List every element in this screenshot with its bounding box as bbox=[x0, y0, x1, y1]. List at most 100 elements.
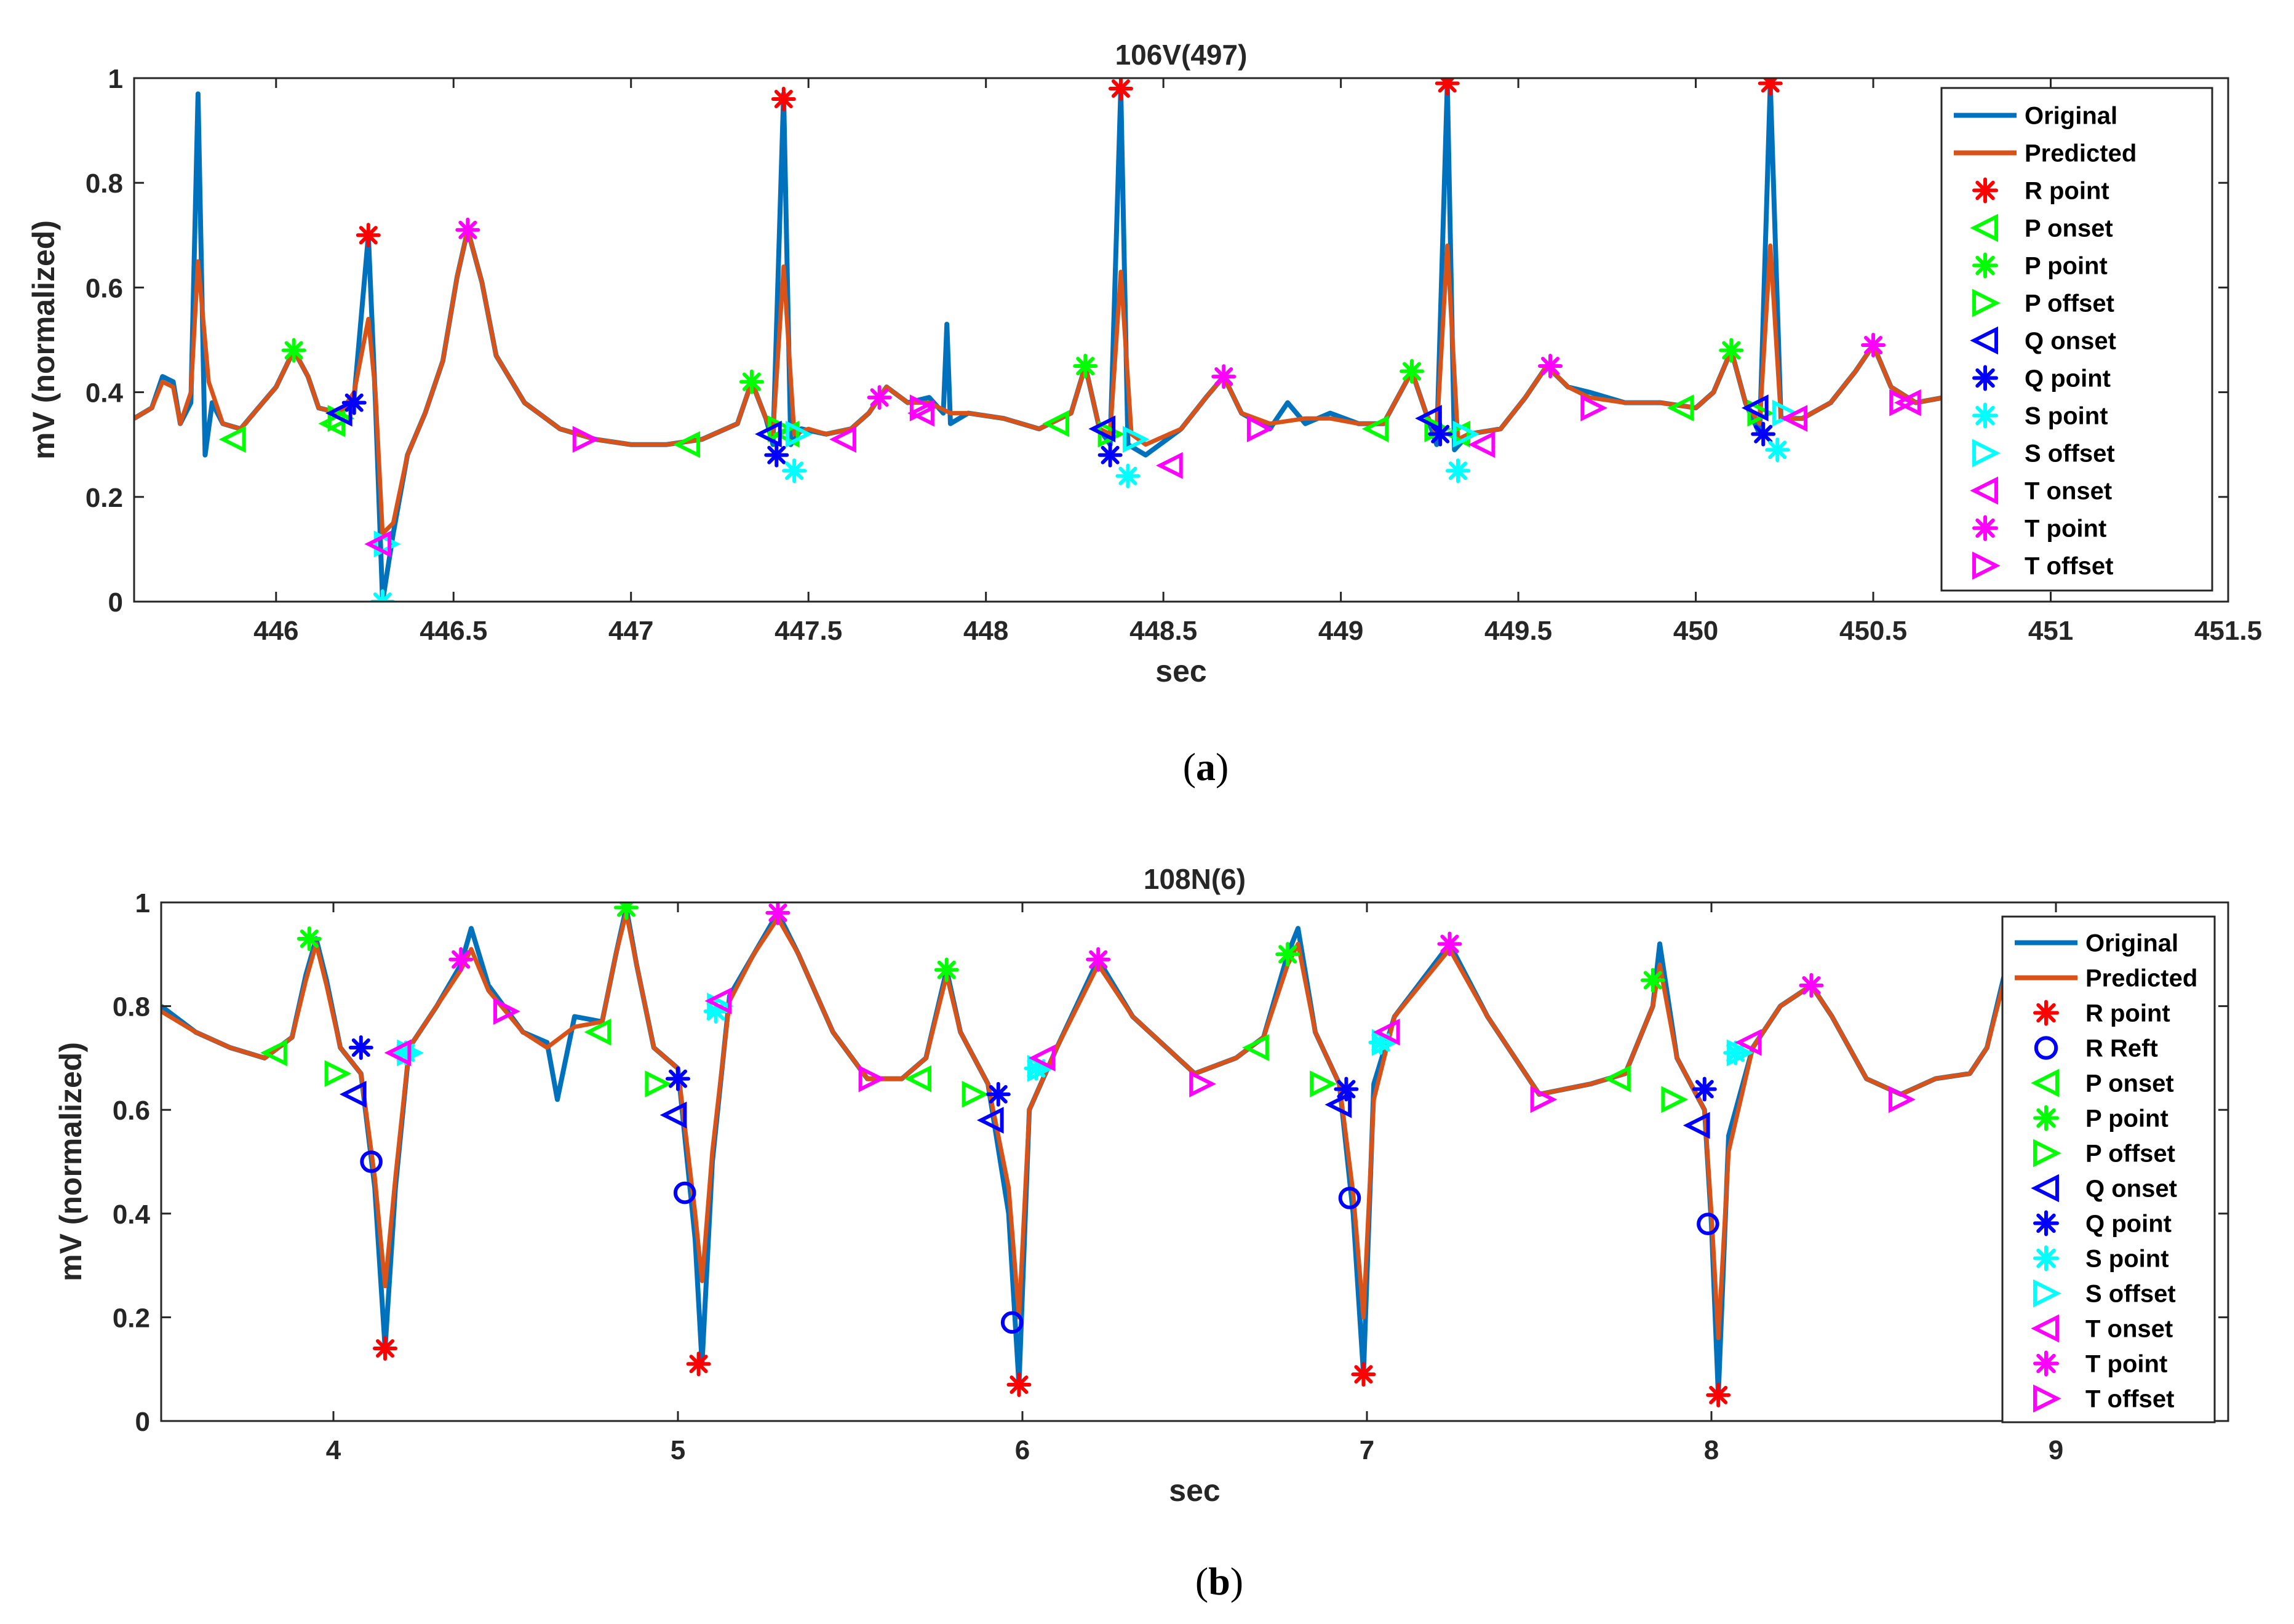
marker-p-onset bbox=[1604, 1065, 1631, 1093]
legend-swatch-p-offset bbox=[1972, 289, 2001, 317]
marker-s-point bbox=[1446, 458, 1471, 484]
marker-p-point bbox=[297, 926, 322, 952]
legend-label: Q point bbox=[2085, 1211, 2172, 1238]
y-tick-label: 0.8 bbox=[86, 169, 123, 199]
panel-caption: (b) bbox=[1195, 1559, 1243, 1603]
marker-p-onset bbox=[1443, 420, 1471, 448]
legend: Original Predicted R point P onset P point P … bbox=[1940, 87, 2213, 592]
marker-t-offset bbox=[1189, 1070, 1216, 1097]
marker-t-point bbox=[867, 385, 892, 410]
legend-item-original: Original bbox=[1954, 103, 2117, 130]
marker-r-reft bbox=[1000, 1311, 1024, 1334]
marker-q-onset bbox=[325, 399, 352, 427]
legend-swatch-p-offset bbox=[2033, 1139, 2061, 1168]
marker-s-point bbox=[782, 458, 807, 484]
markers-r-reft bbox=[360, 1150, 1719, 1334]
marker-p-point bbox=[1640, 968, 1665, 993]
markers-q-onset bbox=[325, 394, 1769, 448]
legend-swatch-p-point bbox=[2033, 1105, 2059, 1131]
marker-t-onset bbox=[829, 426, 856, 453]
marker-s-offset bbox=[785, 420, 813, 448]
panel-caption: (a) bbox=[1183, 745, 1229, 789]
legend-item-s-offset: S offset bbox=[1972, 439, 2115, 468]
marker-s-offset bbox=[1726, 1039, 1754, 1067]
legend-swatch-t-offset bbox=[1972, 551, 2001, 580]
marker-r-point bbox=[1108, 78, 1133, 102]
marker-p-onset bbox=[1667, 394, 1694, 421]
legend-item-predicted: Predicted bbox=[2015, 965, 2197, 992]
legend-item-p-point: P point bbox=[1972, 252, 2108, 280]
legend-label: R point bbox=[2025, 178, 2109, 205]
x-tick-label: 448 bbox=[963, 616, 1008, 646]
marker-p-point bbox=[1275, 942, 1300, 967]
y-tick-label: 0.6 bbox=[113, 1096, 150, 1126]
marker-q-onset bbox=[659, 1101, 687, 1129]
legend-swatch-r-point bbox=[2033, 1000, 2059, 1026]
x-tick-label: 446.5 bbox=[420, 616, 487, 646]
legend-swatch-q-onset bbox=[1970, 326, 1998, 355]
legend-swatch-s-point bbox=[2033, 1245, 2059, 1272]
marker-t-onset bbox=[384, 1039, 412, 1067]
marker-t-point bbox=[1437, 931, 1462, 957]
marker-t-offset bbox=[909, 394, 937, 421]
chart-title: 108N(6) bbox=[1144, 863, 1246, 895]
marker-r-point bbox=[356, 223, 381, 248]
legend-label: T onset bbox=[2025, 478, 2112, 505]
marker-p-onset bbox=[260, 1039, 287, 1067]
legend-swatch-p-point bbox=[1972, 252, 1998, 279]
legend-item-t-offset: T offset bbox=[2033, 1384, 2174, 1413]
legend-label: P onset bbox=[2025, 215, 2113, 242]
markers-t-onset bbox=[364, 389, 1921, 558]
marker-p-offset bbox=[327, 405, 355, 432]
x-axis-label: sec bbox=[1169, 1473, 1220, 1508]
legend-label: T point bbox=[2025, 515, 2106, 543]
y-tick-label: 1 bbox=[108, 64, 123, 94]
markers-p-offset bbox=[324, 1060, 1689, 1113]
legend-label: T point bbox=[2085, 1351, 2167, 1378]
marker-t-offset bbox=[1246, 415, 1274, 443]
legend-swatch-q-point bbox=[2033, 1210, 2059, 1236]
marker-p-onset bbox=[1361, 415, 1389, 443]
marker-p-onset bbox=[584, 1018, 611, 1046]
marker-t-point bbox=[1086, 947, 1111, 972]
y-tick-label: 0.4 bbox=[113, 1200, 151, 1230]
marker-t-point bbox=[765, 902, 791, 925]
legend-swatch-s-point bbox=[1972, 402, 1998, 429]
marker-p-onset bbox=[1242, 1034, 1269, 1061]
legend-label: P point bbox=[2025, 253, 2108, 280]
marker-p-point bbox=[1400, 359, 1425, 384]
chart-title: 106V(497) bbox=[1115, 39, 1248, 71]
legend-swatch-t-point bbox=[1972, 515, 1998, 541]
legend-label: Q onset bbox=[2025, 328, 2116, 355]
legend-swatch-q-onset bbox=[2031, 1174, 2059, 1203]
x-tick-label: 4 bbox=[326, 1435, 341, 1465]
marker-p-onset bbox=[904, 1065, 931, 1093]
x-tick-label: 450 bbox=[1673, 616, 1718, 646]
x-tick-label: 446 bbox=[253, 616, 298, 646]
legend-label: R Reft bbox=[2085, 1035, 2158, 1062]
legend-swatch-p-onset bbox=[2031, 1069, 2059, 1097]
x-tick-label: 449.5 bbox=[1484, 616, 1552, 646]
marker-q-onset bbox=[755, 420, 782, 448]
marker-t-offset bbox=[1889, 1086, 1916, 1113]
y-tick-label: 0.4 bbox=[86, 378, 124, 408]
legend-label: S point bbox=[2085, 1246, 2169, 1273]
legend-item-q-onset: Q onset bbox=[2031, 1174, 2177, 1203]
legend-item-p-offset: P offset bbox=[2033, 1139, 2175, 1168]
markers-p-point bbox=[281, 338, 1744, 394]
marker-t-onset bbox=[1780, 405, 1808, 432]
legend-item-q-point: Q point bbox=[2033, 1210, 2172, 1238]
legend-item-t-offset: T offset bbox=[1972, 551, 2113, 580]
legend-swatch-t-onset bbox=[2031, 1314, 2059, 1343]
marker-r-point bbox=[686, 1351, 711, 1377]
legend-item-predicted: Predicted bbox=[1954, 140, 2137, 167]
marker-p-offset bbox=[1310, 1070, 1337, 1097]
marker-r-reft bbox=[673, 1181, 696, 1204]
marker-q-point bbox=[1692, 1077, 1717, 1102]
legend-item-r-reft: R Reft bbox=[2034, 1035, 2158, 1062]
marker-r-reft bbox=[360, 1150, 383, 1173]
markers-t-offset bbox=[493, 998, 1916, 1113]
x-tick-label: 447.5 bbox=[775, 616, 842, 646]
legend-item-p-onset: P onset bbox=[2031, 1069, 2174, 1097]
marker-p-point bbox=[934, 957, 959, 982]
